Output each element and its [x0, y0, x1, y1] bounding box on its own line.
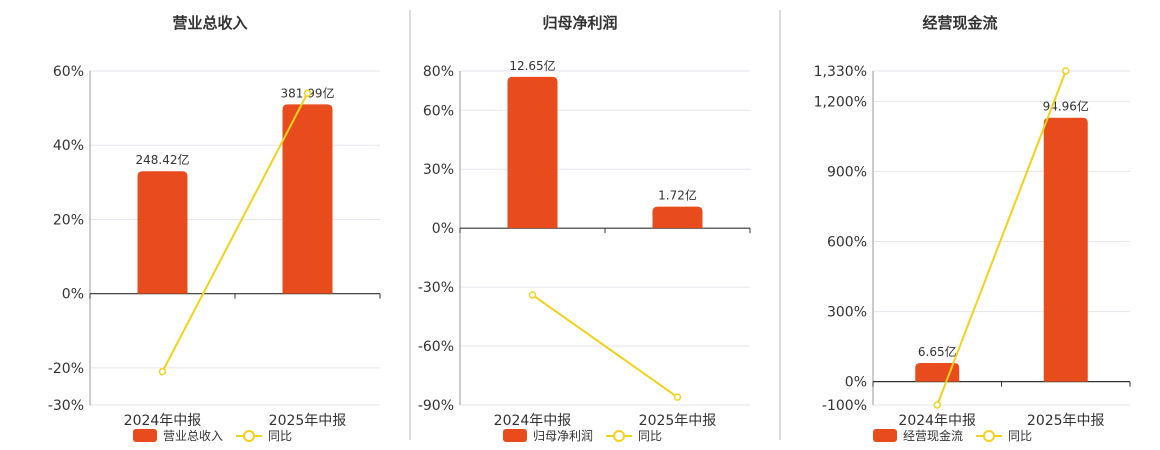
yoy-point: [303, 89, 312, 98]
yoy-line: [936, 70, 1067, 406]
y-tick-label: 900%: [827, 164, 867, 180]
y-tick-label: -20%: [48, 361, 84, 377]
y-tick-label: 80%: [423, 64, 454, 80]
legend-bar-label: 归母净利润: [533, 429, 593, 443]
y-tick-label: -90%: [418, 398, 454, 414]
y-tick-label: 0%: [62, 287, 84, 303]
panel-title: 营业总收入: [172, 14, 247, 32]
bar-value-label: 6.65亿: [918, 344, 957, 359]
y-tick-label: 0%: [432, 221, 454, 237]
y-tick-label: -60%: [418, 339, 454, 355]
bar: [137, 171, 188, 294]
legend-bar-label: 营业总收入: [163, 429, 223, 443]
y-tick-label: -100%: [822, 398, 867, 414]
yoy-point: [673, 393, 682, 401]
y-tick-label: 30%: [423, 162, 454, 178]
yoy-line: [161, 92, 309, 373]
yoy-point: [933, 401, 941, 409]
panel-title: 归母净利润: [542, 14, 617, 32]
bar: [507, 76, 558, 229]
legend-line-marker: [983, 430, 995, 442]
y-tick-label: -30%: [48, 398, 84, 414]
legend-line-label: 同比: [638, 429, 662, 443]
y-tick-label: -30%: [418, 280, 454, 296]
x-category-label: 2025年中报: [1027, 413, 1105, 429]
y-tick-label: 60%: [423, 103, 454, 119]
bar-value-label: 248.42亿: [136, 152, 190, 167]
panel-title: 经营现金流: [922, 14, 997, 32]
yoy-point: [528, 291, 537, 299]
y-tick-label: 1,330%: [814, 64, 867, 80]
yoy-point: [158, 367, 167, 376]
x-category-label: 2024年中报: [898, 413, 976, 429]
x-category-label: 2025年中报: [269, 413, 347, 429]
legend-bar-label: 经营现金流: [903, 428, 963, 443]
y-tick-label: 20%: [53, 212, 84, 228]
legend-line-marker: [243, 430, 255, 442]
legend-bar-swatch: [873, 429, 897, 442]
x-category-label: 2024年中报: [494, 413, 572, 429]
bar: [1043, 117, 1088, 382]
legend-bar-swatch: [133, 429, 157, 442]
y-tick-label: 0%: [845, 375, 867, 391]
y-tick-label: 1,200%: [814, 94, 867, 110]
bar: [282, 104, 333, 294]
legend-line-label: 同比: [268, 429, 292, 443]
bar: [652, 206, 703, 229]
bar-value-label: 1.72亿: [658, 188, 697, 203]
y-tick-label: 300%: [827, 305, 867, 321]
bar-value-label: 12.65亿: [509, 58, 555, 73]
y-tick-label: 600%: [827, 235, 867, 251]
yoy-line: [531, 294, 679, 398]
y-tick-label: 40%: [53, 138, 84, 154]
legend-line-marker: [613, 430, 625, 442]
x-category-label: 2025年中报: [639, 413, 717, 429]
y-tick-label: 60%: [53, 64, 84, 80]
legend-line-label: 同比: [1008, 429, 1032, 443]
legend-bar-swatch: [503, 429, 527, 442]
yoy-point: [1062, 67, 1070, 75]
x-category-label: 2024年中报: [124, 413, 202, 429]
